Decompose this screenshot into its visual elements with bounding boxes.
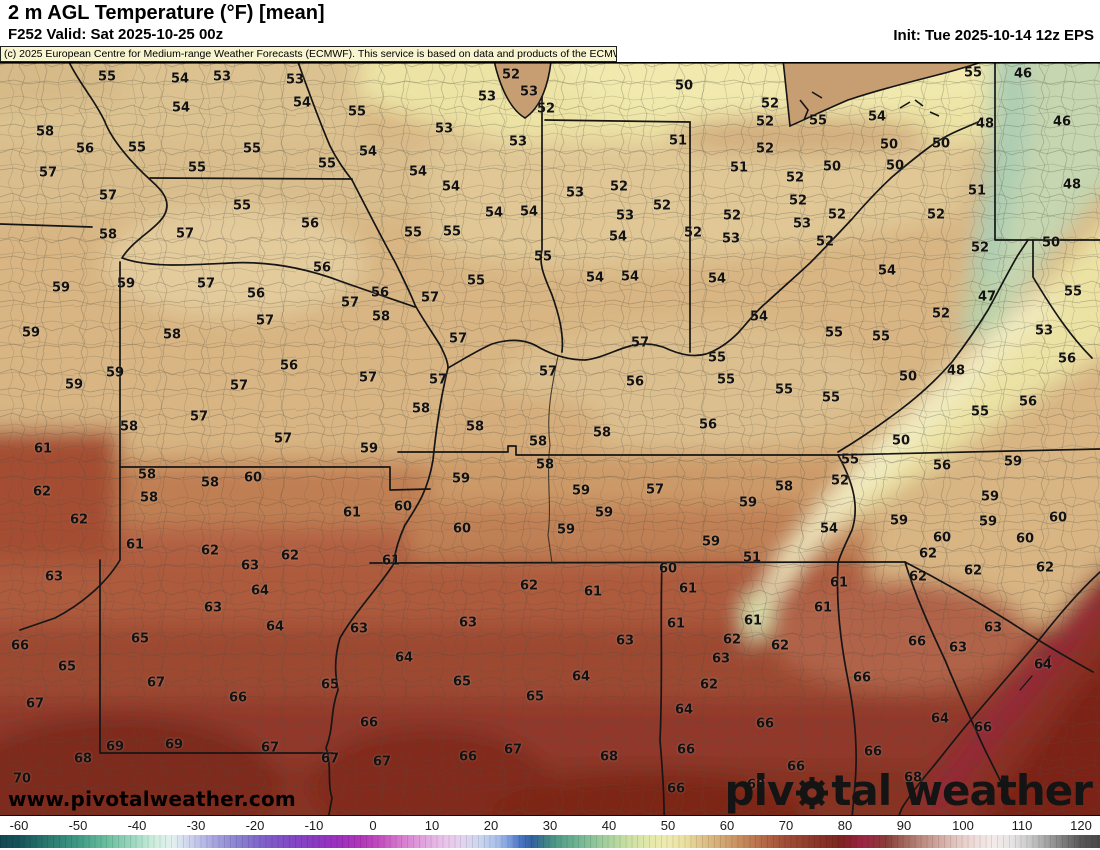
init-time-text: Init: Tue 2025-10-14 12z EPS — [893, 27, 1094, 44]
gear-icon — [796, 777, 829, 809]
colorbar-tick: 40 — [601, 818, 617, 833]
colorbar-tick: -40 — [127, 818, 147, 833]
colorbar-tick: 120 — [1070, 818, 1092, 833]
logo-text-piv: piv — [724, 766, 795, 815]
map-top-border — [0, 62, 1100, 64]
colorbar-tick: -20 — [245, 818, 265, 833]
colorbar-tick: 60 — [719, 818, 735, 833]
pivotal-weather-logo: piv tal weather — [724, 766, 1093, 815]
colorbar-tick: -60 — [9, 818, 29, 833]
logo-text-weather: weather — [904, 766, 1093, 815]
colorbar-tick: 50 — [660, 818, 676, 833]
colorbar-tick: 10 — [424, 818, 440, 833]
watermark-url: www.pivotalweather.com — [8, 787, 296, 811]
state-borders — [0, 62, 1100, 816]
colorbar-tick: -30 — [186, 818, 206, 833]
colorbar-tick: 110 — [1011, 818, 1033, 833]
colorbar-tick: 70 — [778, 818, 794, 833]
logo-text-tal: tal — [831, 766, 892, 815]
colorbar-tick: 100 — [952, 818, 974, 833]
colorbar-tick: -10 — [304, 818, 324, 833]
colorbar — [0, 835, 1100, 848]
river-lines — [547, 355, 559, 564]
colorbar-tick: 20 — [483, 818, 499, 833]
colorbar-tick: 0 — [369, 818, 377, 833]
colorbar-tick: 30 — [542, 818, 558, 833]
colorbar-tick: 80 — [837, 818, 853, 833]
colorbar-tick: 90 — [896, 818, 912, 833]
colorbar-tick: -50 — [68, 818, 88, 833]
valid-time-text: F252 Valid: Sat 2025-10-25 00z — [8, 26, 224, 43]
colorbar-tick-labels: -60 -50 -40 -30 -20 -10 0 10 20 30 40 50 60 70 80 90 100… — [0, 818, 1100, 834]
page-title: 2 m AGL Temperature (°F) [mean] — [8, 2, 325, 24]
map-bottom-border — [0, 815, 1100, 816]
great-lakes — [493, 62, 985, 128]
copyright-strip: (c) 2025 European Centre for Medium-rang… — [0, 46, 617, 62]
